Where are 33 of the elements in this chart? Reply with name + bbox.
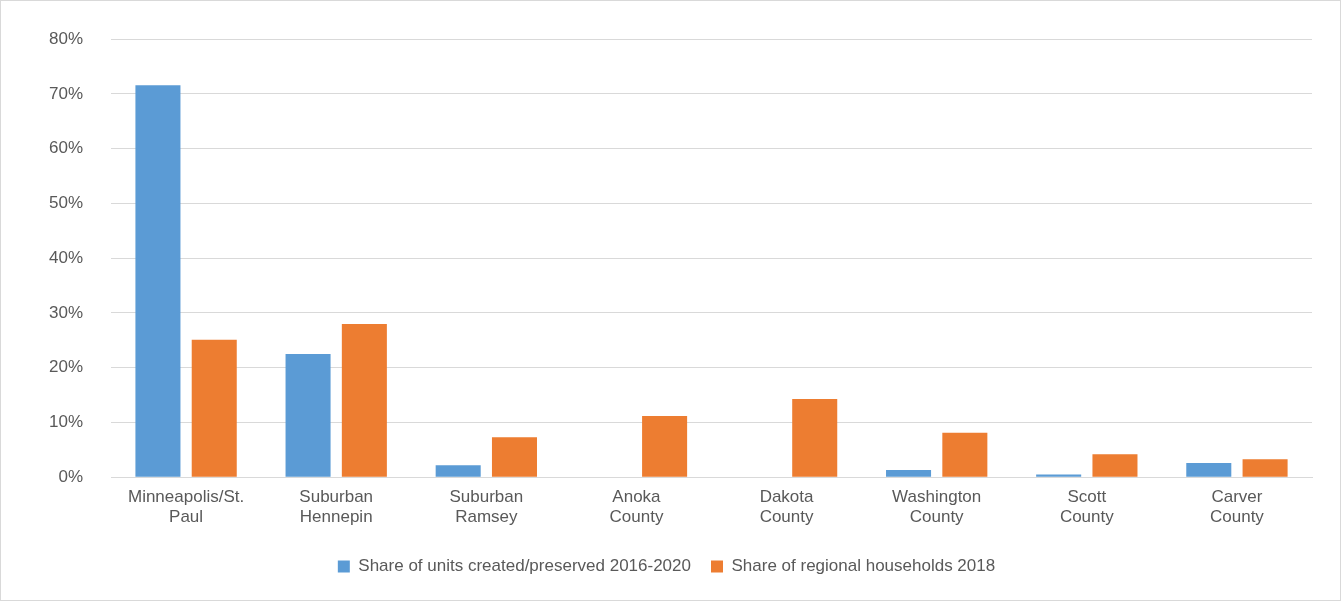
x-tick-label: Washington County [892, 487, 982, 527]
bar [886, 470, 932, 477]
y-tick-label: 20% [48, 357, 84, 377]
y-tick-label: 40% [48, 247, 84, 267]
bar [1242, 459, 1288, 477]
bar [191, 339, 237, 477]
y-tick-label: 30% [48, 302, 84, 322]
x-tick-label: Scott County [1059, 487, 1115, 527]
x-tick-label: Minneapolis/St. Paul [127, 487, 245, 527]
y-tick-label: 60% [48, 138, 84, 158]
y-tick-label: 80% [48, 28, 84, 48]
legend-label: Share of regional households 2018 [731, 556, 996, 576]
x-tick-label: Dakota County [759, 487, 815, 527]
y-tick-label: 50% [48, 193, 84, 213]
bar [942, 432, 988, 477]
x-tick-label: Carver County [1210, 487, 1265, 527]
y-tick-label: 10% [48, 412, 84, 432]
bar [435, 465, 481, 477]
bar [285, 354, 331, 477]
legend-label: Share of units created/preserved 2016-2020 [358, 556, 691, 576]
bar [341, 323, 387, 477]
bar [792, 398, 838, 477]
y-tick-label: 70% [48, 83, 84, 103]
x-tick-label: Suburban Ramsey [449, 487, 524, 527]
bar [135, 85, 181, 477]
bar [1186, 462, 1232, 477]
bar [642, 415, 688, 477]
bar [491, 437, 537, 477]
y-tick-label: 0% [58, 466, 84, 486]
x-tick-label: Anoka County [609, 487, 664, 527]
bar [1092, 454, 1138, 477]
x-tick-label: Suburban Hennepin [299, 487, 374, 527]
bar [1036, 474, 1082, 477]
